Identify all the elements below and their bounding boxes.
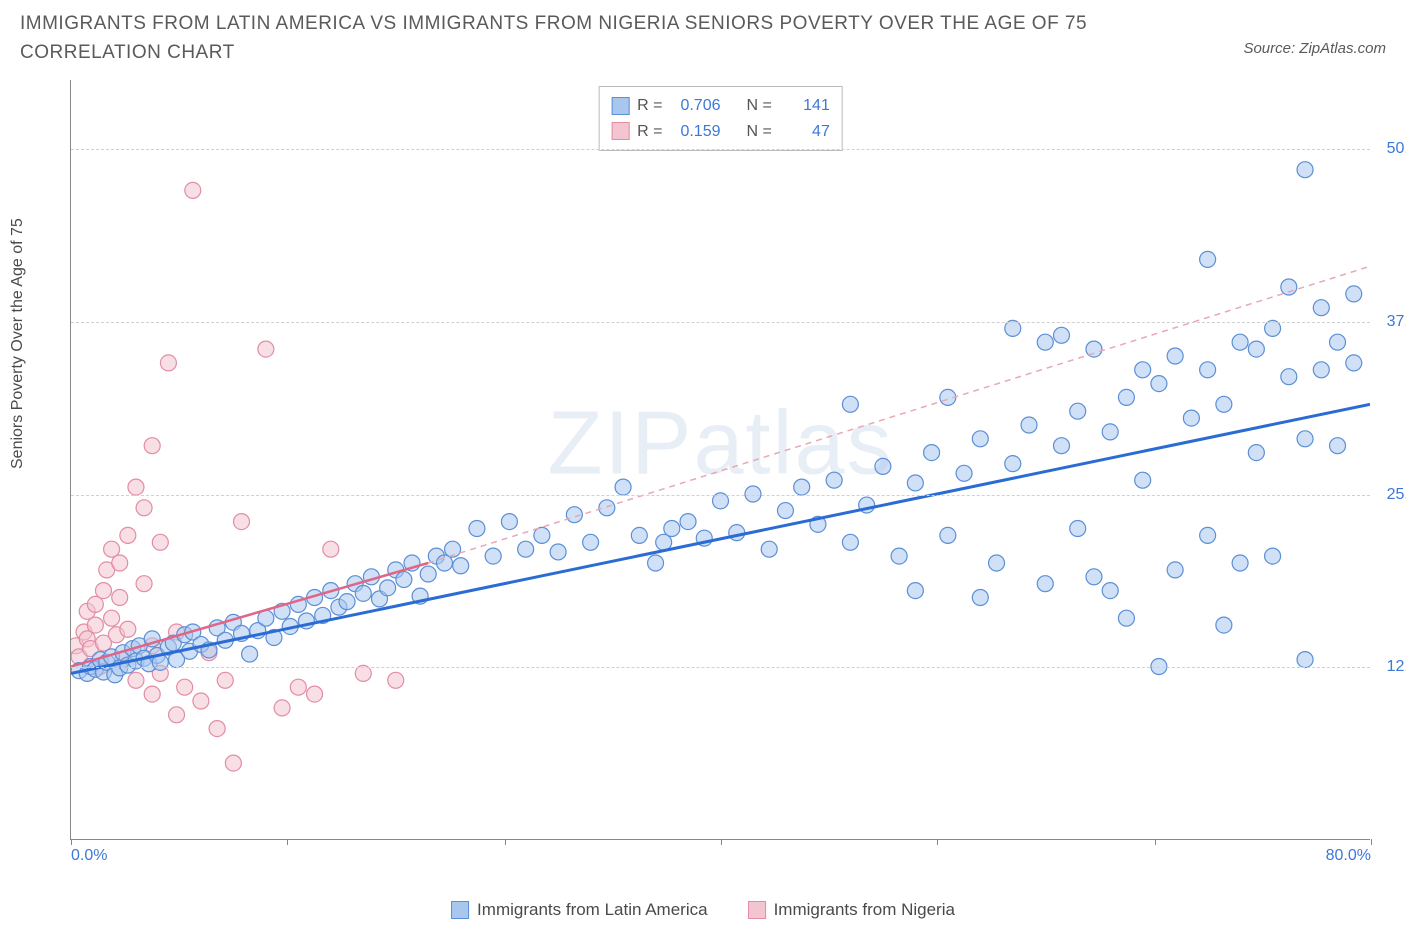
x-tick-label: 80.0% [1326,847,1371,865]
swatch-latin [611,97,629,115]
r-label: R = [637,93,662,119]
x-tick [71,839,72,845]
x-tick-label: 0.0% [71,847,107,865]
scatter-svg [71,80,1370,839]
stats-legend: R = 0.706 N = 141 R = 0.159 N = 47 [598,86,843,151]
gridline-h [71,667,1370,668]
chart-area: Seniors Poverty Over the Age of 75 ZIPat… [60,80,1380,870]
y-tick-label: 12.5% [1387,658,1406,676]
plot-region: ZIPatlas R = 0.706 N = 141 R = 0.159 N [70,80,1370,840]
x-tick [721,839,722,845]
x-tick [505,839,506,845]
y-tick-label: 37.5% [1387,313,1406,331]
legend-label-nigeria: Immigrants from Nigeria [774,900,955,920]
n-label: N = [747,93,772,119]
stats-row-nigeria: R = 0.159 N = 47 [611,119,830,145]
y-axis-label: Seniors Poverty Over the Age of 75 [9,218,27,469]
r-value-nigeria: 0.159 [671,119,721,145]
chart-title: IMMIGRANTS FROM LATIN AMERICA VS IMMIGRA… [20,10,1120,67]
y-tick-label: 50.0% [1387,140,1406,158]
n-value-nigeria: 47 [780,119,830,145]
series-legend: Immigrants from Latin America Immigrants… [451,900,955,920]
n-label: N = [747,119,772,145]
legend-item-nigeria: Immigrants from Nigeria [748,900,955,920]
stats-row-latin: R = 0.706 N = 141 [611,93,830,119]
legend-label-latin: Immigrants from Latin America [477,900,708,920]
swatch-latin-bottom [451,901,469,919]
r-value-latin: 0.706 [671,93,721,119]
x-tick [1155,839,1156,845]
x-tick [1371,839,1372,845]
legend-item-latin: Immigrants from Latin America [451,900,708,920]
n-value-latin: 141 [780,93,830,119]
source-attribution: Source: ZipAtlas.com [1243,10,1386,57]
watermark: ZIPatlas [547,393,893,496]
x-tick [937,839,938,845]
x-tick [287,839,288,845]
gridline-h [71,495,1370,496]
swatch-nigeria-bottom [748,901,766,919]
gridline-h [71,322,1370,323]
gridline-h [71,149,1370,150]
swatch-nigeria [611,122,629,140]
r-label: R = [637,119,662,145]
chart-header: IMMIGRANTS FROM LATIN AMERICA VS IMMIGRA… [0,0,1406,67]
y-tick-label: 25.0% [1387,486,1406,504]
